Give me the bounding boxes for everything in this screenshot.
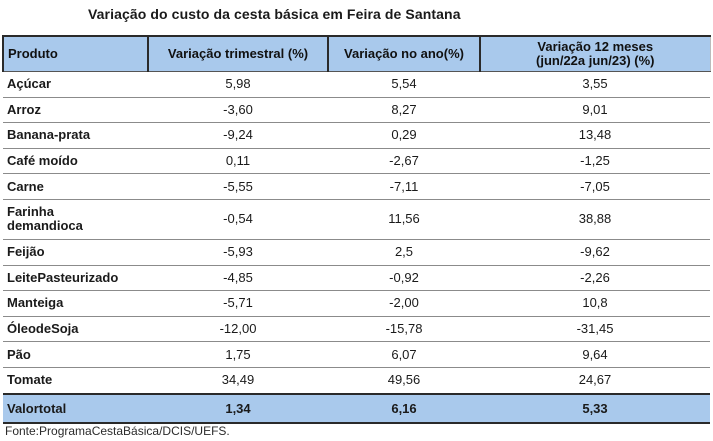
table-body: Açúcar 5,98 5,54 3,55 Arroz -3,60 8,27 9…	[3, 71, 710, 395]
row-ano: 5,54	[328, 71, 480, 98]
row-trimestral: -3,60	[148, 97, 328, 124]
row-produto: Açúcar	[3, 71, 148, 98]
price-variation-table: Produto Variação trimestral (%) Variação…	[2, 35, 711, 424]
table-row: Farinha demandioca -0,54 11,56 38,88	[3, 199, 710, 240]
row-produto: Carne	[3, 173, 148, 200]
row-doze: 38,88	[480, 199, 710, 240]
row-doze: -7,05	[480, 173, 710, 200]
row-produto: Arroz	[3, 97, 148, 124]
row-ano: -15,78	[328, 316, 480, 343]
table-row: Pão 1,75 6,07 9,64	[3, 341, 710, 368]
header-row: Produto Variação trimestral (%) Variação…	[2, 35, 711, 72]
row-trimestral: -5,93	[148, 239, 328, 266]
row-ano: 6,07	[328, 341, 480, 368]
table-title: Variação do custo da cesta básica em Fei…	[88, 6, 461, 22]
header-ano: Variação no ano(%)	[327, 35, 480, 72]
table-row: Açúcar 5,98 5,54 3,55	[3, 71, 710, 98]
row-ano: 0,29	[328, 122, 480, 149]
header-doze-meses-line1: Variação 12 meses	[537, 39, 654, 54]
row-ano: 2,5	[328, 239, 480, 266]
row-produto-line2: demandioca	[7, 218, 83, 234]
row-ano: -2,67	[328, 148, 480, 175]
row-produto: Banana-prata	[3, 122, 148, 149]
row-doze: -31,45	[480, 316, 710, 343]
table-row: Café moído 0,11 -2,67 -1,25	[3, 148, 710, 175]
source-note: Fonte:ProgramaCestaBásica/DCIS/UEFS.	[5, 424, 230, 438]
table-footer: Valortotal 1,34 6,16 5,33	[3, 392, 710, 424]
table-row: Manteiga -5,71 -2,00 10,8	[3, 290, 710, 317]
row-produto: Tomate	[3, 367, 148, 395]
row-ano: 8,27	[328, 97, 480, 124]
row-doze: 3,55	[480, 71, 710, 98]
row-trimestral: 5,98	[148, 71, 328, 98]
total-ano: 6,16	[328, 392, 480, 424]
table-row: LeitePasteurizado -4,85 -0,92 -2,26	[3, 265, 710, 292]
row-produto: ÓleodeSoja	[3, 316, 148, 343]
row-ano: -0,92	[328, 265, 480, 292]
row-trimestral: -5,71	[148, 290, 328, 317]
row-produto: Manteiga	[3, 290, 148, 317]
row-trimestral: -9,24	[148, 122, 328, 149]
row-trimestral: -5,55	[148, 173, 328, 200]
row-trimestral: -12,00	[148, 316, 328, 343]
row-trimestral: 1,75	[148, 341, 328, 368]
table-header: Produto Variação trimestral (%) Variação…	[2, 35, 711, 72]
row-doze: 9,64	[480, 341, 710, 368]
table-row: Tomate 34,49 49,56 24,67	[3, 367, 710, 395]
row-doze: 24,67	[480, 367, 710, 395]
table-row: Carne -5,55 -7,11 -7,05	[3, 173, 710, 200]
row-trimestral: 0,11	[148, 148, 328, 175]
table-row: Feijão -5,93 2,5 -9,62	[3, 239, 710, 266]
row-trimestral: -0,54	[148, 199, 328, 240]
total-doze: 5,33	[480, 392, 710, 424]
row-trimestral: 34,49	[148, 367, 328, 395]
total-label: Valortotal	[3, 392, 148, 424]
row-produto: LeitePasteurizado	[3, 265, 148, 292]
header-trimestral: Variação trimestral (%)	[147, 35, 328, 72]
header-doze-meses: Variação 12 meses (jun/22a jun/23) (%)	[479, 35, 711, 72]
header-produto: Produto	[2, 35, 148, 72]
header-doze-meses-line2: (jun/22a jun/23) (%)	[536, 53, 655, 68]
table-row: Banana-prata -9,24 0,29 13,48	[3, 122, 710, 149]
row-produto-line1: Farinha	[7, 204, 54, 220]
row-doze: -1,25	[480, 148, 710, 175]
row-ano: 49,56	[328, 367, 480, 395]
row-doze: 9,01	[480, 97, 710, 124]
row-doze: 13,48	[480, 122, 710, 149]
total-trimestral: 1,34	[148, 392, 328, 424]
row-produto: Café moído	[3, 148, 148, 175]
table-row: Arroz -3,60 8,27 9,01	[3, 97, 710, 124]
row-doze: 10,8	[480, 290, 710, 317]
row-produto: Farinha demandioca	[3, 199, 148, 240]
row-doze: -9,62	[480, 239, 710, 266]
row-produto: Pão	[3, 341, 148, 368]
row-trimestral: -4,85	[148, 265, 328, 292]
row-ano: -7,11	[328, 173, 480, 200]
table-row: ÓleodeSoja -12,00 -15,78 -31,45	[3, 316, 710, 343]
row-ano: -2,00	[328, 290, 480, 317]
row-ano: 11,56	[328, 199, 480, 240]
row-doze: -2,26	[480, 265, 710, 292]
total-row: Valortotal 1,34 6,16 5,33	[3, 392, 710, 424]
row-produto: Feijão	[3, 239, 148, 266]
